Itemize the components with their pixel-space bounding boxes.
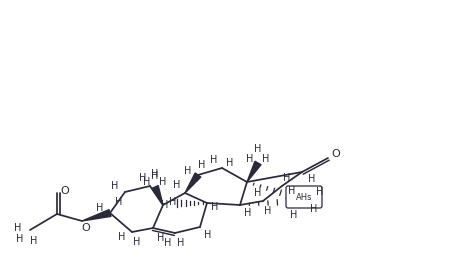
FancyBboxPatch shape	[286, 186, 322, 208]
Text: H: H	[164, 238, 172, 248]
Text: H: H	[205, 230, 212, 240]
Text: H: H	[151, 171, 159, 181]
Text: H: H	[118, 232, 126, 242]
Text: H: H	[288, 186, 296, 196]
Text: H: H	[139, 173, 146, 183]
Text: O: O	[61, 186, 69, 196]
Text: H: H	[290, 210, 298, 220]
Text: H: H	[115, 197, 123, 207]
Text: H: H	[264, 206, 272, 216]
Text: H: H	[159, 177, 167, 187]
Text: H: H	[161, 200, 168, 210]
Text: O: O	[81, 223, 90, 233]
Text: H: H	[157, 233, 165, 243]
Text: H: H	[133, 237, 141, 247]
Text: H: H	[16, 234, 24, 244]
Polygon shape	[82, 210, 111, 221]
Text: H: H	[177, 238, 185, 248]
Text: H: H	[254, 144, 262, 154]
Text: H: H	[246, 154, 254, 164]
Text: O: O	[332, 149, 340, 159]
Text: H: H	[198, 160, 206, 170]
Text: H: H	[244, 208, 252, 218]
Text: AHs: AHs	[296, 193, 312, 202]
Text: H: H	[212, 202, 219, 212]
Text: H: H	[96, 203, 104, 213]
Text: H: H	[143, 177, 151, 187]
Text: H: H	[30, 236, 38, 246]
Text: H: H	[169, 197, 177, 207]
Text: H: H	[316, 187, 324, 197]
Text: H: H	[210, 155, 218, 165]
Text: H: H	[111, 181, 119, 191]
Text: H: H	[308, 174, 316, 184]
Text: H: H	[283, 173, 291, 183]
Polygon shape	[152, 186, 163, 205]
Text: H: H	[254, 188, 262, 198]
Polygon shape	[247, 161, 261, 182]
Text: H: H	[310, 204, 318, 214]
Text: H: H	[15, 223, 22, 233]
Polygon shape	[185, 173, 201, 193]
Text: H: H	[151, 169, 159, 179]
Text: H: H	[227, 158, 234, 168]
Text: H: H	[184, 166, 192, 176]
Text: H: H	[262, 154, 270, 164]
Text: H: H	[173, 180, 181, 190]
